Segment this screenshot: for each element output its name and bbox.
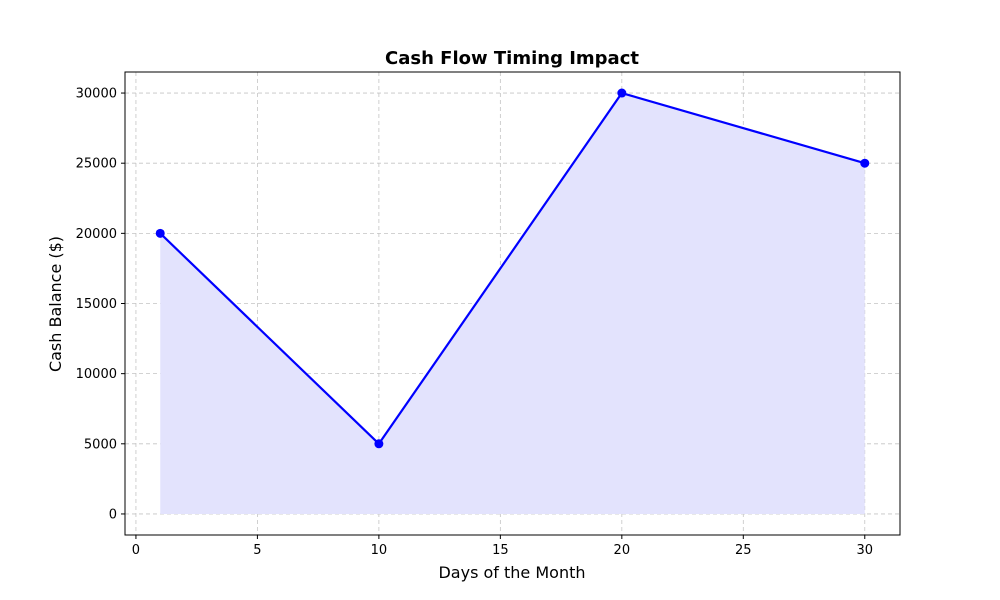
series-line-layer [159,91,866,445]
area-fill-layer [160,93,865,514]
x-axis-ticks: 0 5 10 15 20 25 30 [132,535,873,558]
y-tick-label: 25000 [76,157,117,172]
x-axis-label: Days of the Month [438,563,585,582]
data-point [374,439,384,449]
series-area-fill [160,93,865,514]
y-tick-label: 20000 [76,227,117,242]
data-point [617,88,627,98]
x-tick-label: 25 [735,543,752,558]
y-axis-label: Cash Balance ($) [46,236,65,372]
y-tick-label: 5000 [84,437,117,452]
series-line [159,91,866,445]
x-tick-label: 30 [856,543,873,558]
data-point [155,228,165,238]
data-point [860,158,870,168]
x-tick-label: 5 [253,543,261,558]
y-tick-label: 30000 [76,87,117,102]
x-tick-label: 20 [614,543,631,558]
x-tick-label: 15 [492,543,509,558]
y-tick-label: 15000 [76,297,117,312]
x-tick-label: 0 [132,543,140,558]
y-tick-label: 10000 [76,367,117,382]
chart-title: Cash Flow Timing Impact [385,48,639,69]
y-axis-ticks: 0 5000 10000 15000 20000 25000 30000 [76,87,125,522]
y-tick-label: 0 [109,507,117,522]
data-points [155,88,870,449]
x-tick-label: 10 [371,543,388,558]
